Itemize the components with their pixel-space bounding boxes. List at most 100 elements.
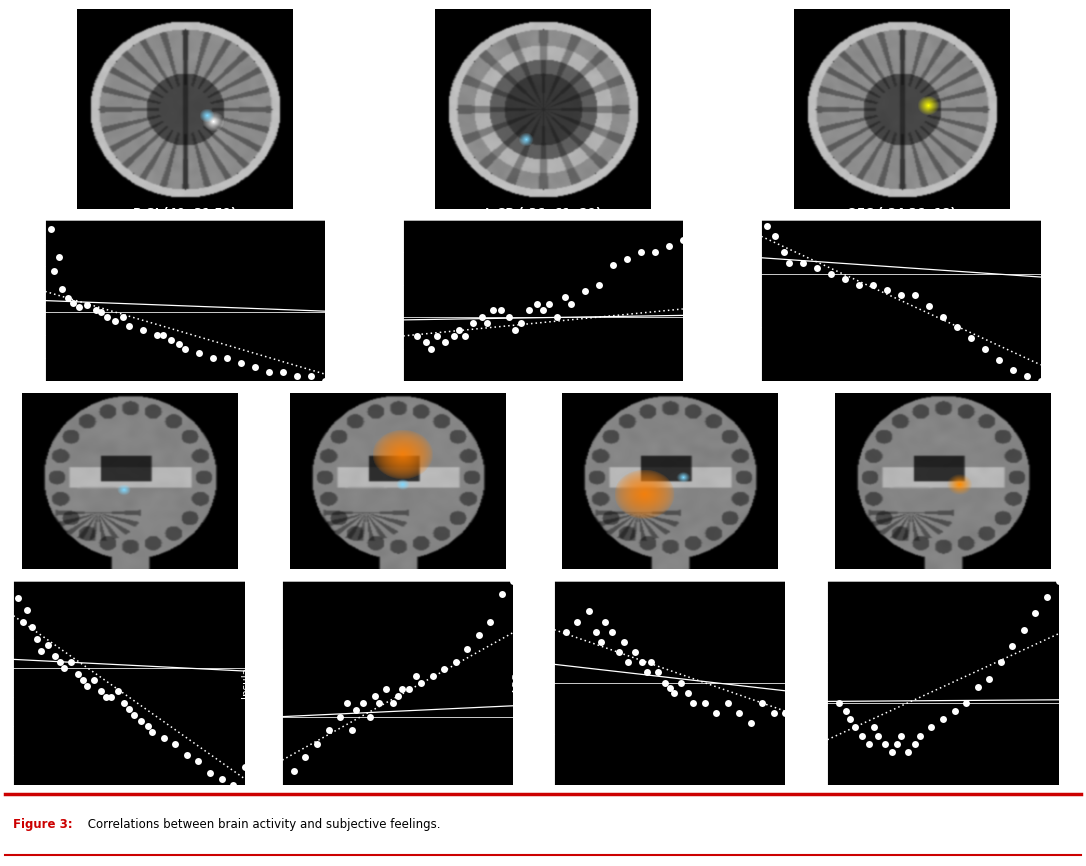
Point — [87, 303, 104, 317]
Point — [42, 223, 60, 236]
Point — [71, 301, 88, 314]
Point — [529, 297, 546, 311]
Point — [557, 624, 574, 638]
Y-axis label: ACC: ACC — [514, 672, 523, 694]
X-axis label: Safe: Safe — [528, 404, 558, 417]
Point — [236, 760, 253, 774]
Point — [731, 707, 748, 721]
Point — [484, 303, 502, 317]
Point — [907, 288, 924, 302]
Point — [888, 737, 906, 751]
Point — [864, 278, 882, 292]
Point — [1038, 590, 1056, 604]
Point — [472, 310, 490, 324]
Point — [883, 745, 900, 759]
Point — [286, 764, 303, 778]
Point — [1026, 606, 1044, 620]
Point — [776, 707, 794, 721]
Point — [135, 324, 152, 338]
Point — [660, 239, 678, 253]
Point — [413, 675, 430, 689]
Point — [149, 328, 166, 342]
Point — [618, 252, 635, 266]
Point — [646, 245, 664, 259]
Point — [1019, 369, 1036, 383]
Point — [934, 713, 951, 727]
Point — [962, 331, 980, 345]
Point — [512, 316, 529, 330]
Point — [893, 728, 910, 742]
Point — [445, 329, 463, 343]
Point — [451, 323, 468, 337]
Point — [850, 278, 868, 292]
Point — [923, 721, 940, 734]
Point — [408, 329, 426, 343]
Point — [78, 298, 96, 312]
Point — [836, 272, 854, 286]
Point — [1015, 623, 1033, 637]
Point — [990, 352, 1008, 366]
Point — [766, 707, 783, 721]
Point — [775, 245, 793, 259]
Point — [981, 672, 998, 686]
Point — [458, 642, 476, 656]
Point — [876, 737, 894, 751]
Point — [808, 262, 825, 275]
Point — [758, 219, 775, 233]
Point — [666, 686, 683, 700]
Point — [116, 696, 134, 710]
Point — [754, 696, 771, 710]
Point — [14, 615, 31, 629]
Point — [976, 342, 994, 356]
Point — [830, 696, 847, 710]
Point — [370, 696, 388, 710]
Point — [424, 669, 441, 682]
Point — [632, 245, 649, 259]
Point — [213, 772, 230, 785]
Point — [860, 737, 877, 751]
Point — [115, 310, 132, 324]
X-axis label: Safe: Safe — [383, 807, 413, 820]
Point — [479, 316, 496, 330]
Point — [1032, 374, 1049, 388]
Y-axis label: L CB: L CB — [363, 289, 372, 313]
Point — [633, 656, 651, 669]
Point — [569, 615, 586, 629]
Point — [86, 673, 103, 687]
Point — [348, 703, 365, 717]
Point — [911, 728, 929, 742]
Point — [33, 643, 50, 657]
Point — [121, 702, 138, 716]
Point — [639, 666, 656, 680]
Point — [604, 624, 621, 638]
Point — [548, 310, 566, 324]
Point — [948, 320, 965, 334]
Point — [50, 250, 67, 264]
Point — [139, 720, 156, 734]
Point — [308, 737, 326, 751]
Point — [428, 329, 445, 343]
Point — [162, 333, 179, 346]
Point — [627, 645, 644, 659]
Point — [447, 656, 465, 669]
X-axis label: Comfortable: Comfortable — [629, 807, 711, 820]
Point — [795, 256, 812, 270]
Point — [590, 278, 607, 292]
Point — [154, 328, 172, 342]
Point — [846, 721, 863, 734]
Point — [190, 346, 207, 360]
Point — [201, 766, 218, 780]
Point — [592, 635, 609, 649]
Point — [684, 696, 702, 710]
X-axis label: Unnatural: Unnatural — [96, 807, 162, 820]
Point — [680, 686, 697, 700]
Point — [893, 288, 910, 302]
Point — [394, 682, 412, 696]
Point — [59, 291, 76, 305]
Point — [907, 737, 924, 751]
Point — [98, 310, 115, 324]
Point — [588, 624, 605, 638]
Point — [742, 716, 759, 730]
Point — [946, 704, 963, 718]
Point — [106, 314, 124, 328]
